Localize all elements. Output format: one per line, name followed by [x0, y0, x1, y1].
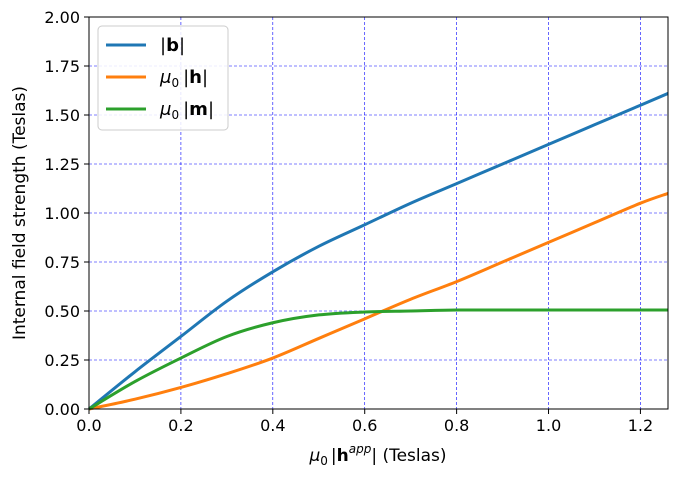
y-tick-label: 1.00 [44, 204, 80, 223]
x-tick-label: 1.0 [536, 416, 561, 435]
x-axis-label-suffix: | (Teslas) [371, 446, 446, 466]
x-axis-label-bar: | [331, 446, 337, 466]
y-tick-label: 1.75 [44, 57, 80, 76]
legend-label: μ0 |m| [159, 99, 214, 122]
x-tick-label: 0.8 [444, 416, 469, 435]
legend-label: μ0 |h| [159, 67, 208, 90]
y-tick-label: 0.75 [44, 253, 80, 272]
x-axis-label-bold: h [337, 446, 349, 466]
y-tick-label: 0.25 [44, 351, 80, 370]
y-tick-label: 1.50 [44, 106, 80, 125]
y-axis-label: Internal field strength (Teslas) [10, 86, 30, 340]
y-tick-label: 2.00 [44, 8, 80, 27]
x-axis-label-sub: 0 [320, 454, 328, 468]
x-tick-label: 0.2 [168, 416, 193, 435]
legend-label: |b| [160, 35, 185, 56]
y-tick-label: 1.25 [44, 155, 80, 174]
x-tick-label: 0.4 [260, 416, 285, 435]
legend-box [97, 25, 229, 131]
y-tick-label: 0.50 [44, 302, 80, 321]
x-axis-label-sup: app [349, 442, 372, 456]
series-b-line [88, 92, 669, 411]
legend-item-m: μ0 |m| [106, 99, 214, 122]
x-tick-label: 1.2 [628, 416, 653, 435]
series-lines [88, 92, 669, 411]
x-tick-label: 0.6 [352, 416, 377, 435]
series-h-line [88, 191, 669, 411]
legend-item-b: |b| [106, 35, 185, 56]
x-axis-label-prefix: μ [308, 446, 320, 466]
legend: |b| μ0 |h| μ0 |m| [97, 25, 229, 131]
legend-item-h: μ0 |h| [106, 67, 208, 90]
axis-ticks: 0.0 0.2 0.4 0.6 0.8 1.0 1.2 0.00 0.25 0.50 0.75 1.0… [44, 8, 653, 435]
y-tick-label: 0.00 [44, 400, 80, 419]
series-m-line [88, 308, 668, 411]
x-axis-label: μ0 |happ| (Teslas) [308, 442, 446, 468]
x-tick-label: 0.0 [76, 416, 101, 435]
